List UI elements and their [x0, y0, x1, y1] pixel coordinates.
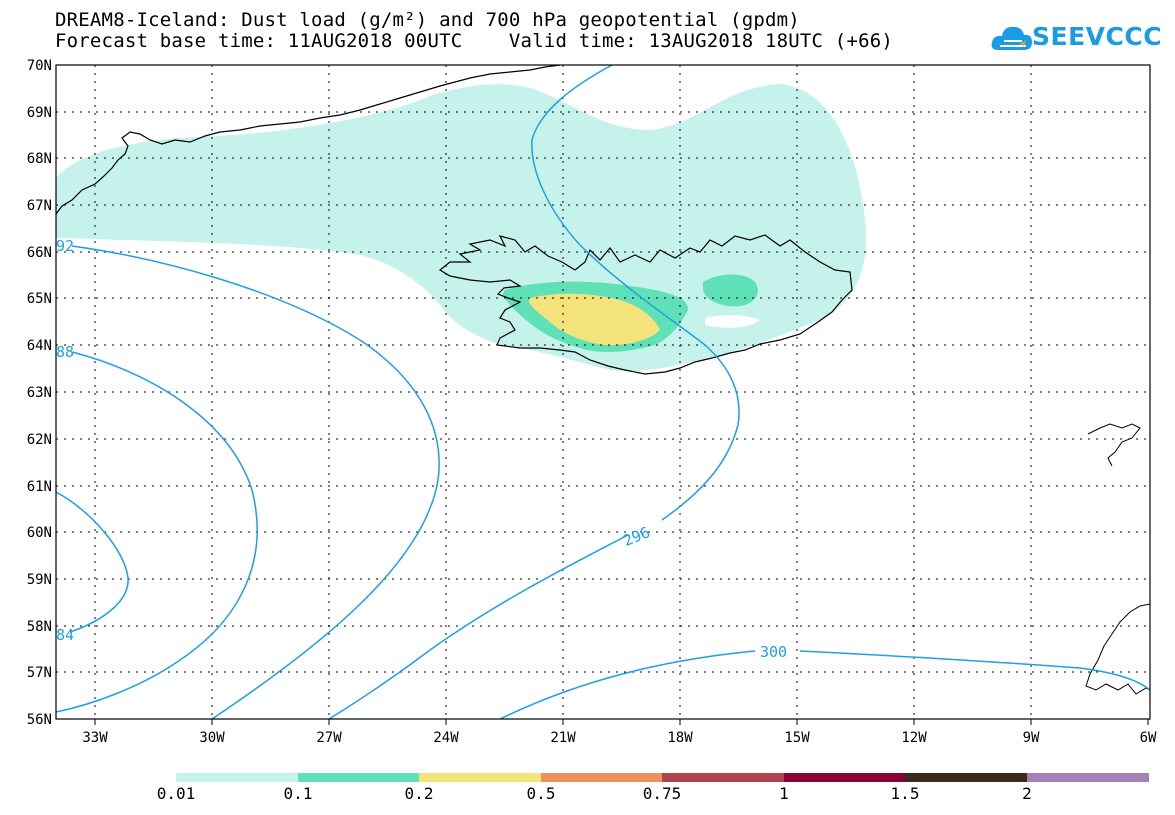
lat-label: 56N	[27, 712, 52, 728]
lat-label: 65N	[27, 291, 52, 307]
dust-gap	[705, 315, 760, 328]
lat-label: 58N	[27, 619, 52, 635]
dust-area-0-2	[529, 293, 660, 346]
faroe-coastline	[1087, 423, 1141, 467]
greenland-coastline	[56, 65, 561, 215]
lat-label: 67N	[27, 198, 52, 214]
tick-marks	[94, 719, 1149, 725]
colorbar-segment	[784, 773, 905, 782]
lon-label: 24W	[433, 730, 459, 746]
lat-label: 63N	[27, 385, 52, 401]
colorbar-segment	[176, 773, 298, 782]
lon-label: 33W	[82, 730, 108, 746]
contour-label-92: 92	[56, 237, 74, 255]
map-title: DREAM8-Iceland: Dust load (g/m²) and 700…	[55, 9, 800, 31]
lon-label: 21W	[550, 730, 576, 746]
lat-label: 61N	[27, 479, 52, 495]
logo-text: SEEVCCC	[1032, 22, 1163, 51]
colorbar-segment	[298, 773, 419, 782]
colorbar-segment	[1027, 773, 1149, 782]
lat-label: 68N	[27, 151, 52, 167]
lon-label: 18W	[667, 730, 693, 746]
colorbar-segment	[905, 773, 1027, 782]
colorbar	[176, 773, 1149, 782]
contour-line-300	[499, 650, 1150, 719]
colorbar-segment	[541, 773, 662, 782]
lon-label: 6W	[1140, 730, 1157, 746]
lat-label: 70N	[27, 58, 52, 74]
iceland-coastline	[438, 234, 853, 375]
contour-label-300: 300	[760, 643, 787, 661]
lat-label: 69N	[27, 105, 52, 121]
lon-label: 27W	[316, 730, 342, 746]
contour-line-92	[71, 245, 440, 719]
colorbar-label: 0.5	[526, 784, 556, 803]
longitude-labels: 33W 30W 27W 24W 21W 18W 15W 12W 9W 6W	[82, 730, 1157, 746]
lon-label: 15W	[784, 730, 810, 746]
colorbar-segment	[662, 773, 784, 782]
colorbar-label: 2	[1022, 784, 1032, 803]
lon-label: 9W	[1023, 730, 1040, 746]
contour-line-296	[328, 65, 740, 719]
lat-label: 62N	[27, 432, 52, 448]
contour-line-88	[56, 351, 258, 713]
contour-label-88: 88	[56, 343, 74, 361]
cloud-icon	[991, 26, 1032, 50]
lat-label: 66N	[27, 245, 52, 261]
colorbar-label: 1.5	[890, 784, 920, 803]
colorbar-label: 0.75	[642, 784, 682, 803]
colorbar-label: 1	[779, 784, 789, 803]
lat-label: 60N	[27, 525, 52, 541]
lon-label: 30W	[199, 730, 225, 746]
latitude-labels: 70N 69N 68N 67N 66N 65N 64N 63N 62N 61N …	[27, 58, 52, 728]
colorbar-segment	[419, 773, 541, 782]
lat-label: 59N	[27, 572, 52, 588]
lat-label: 64N	[27, 338, 52, 354]
contour-line-84	[56, 491, 129, 633]
colorbar-label: 0.2	[404, 784, 434, 803]
gridlines	[56, 65, 1150, 719]
lat-label: 57N	[27, 665, 52, 681]
colorbar-label: 0.01	[156, 784, 196, 803]
colorbar-label: 0.1	[283, 784, 313, 803]
scotland-coastline	[1085, 603, 1150, 695]
lon-label: 12W	[901, 730, 927, 746]
plot-frame	[55, 64, 1151, 720]
contour-label-84: 84	[56, 626, 74, 644]
map-subtitle: Forecast base time: 11AUG2018 00UTC Vali…	[55, 30, 894, 52]
